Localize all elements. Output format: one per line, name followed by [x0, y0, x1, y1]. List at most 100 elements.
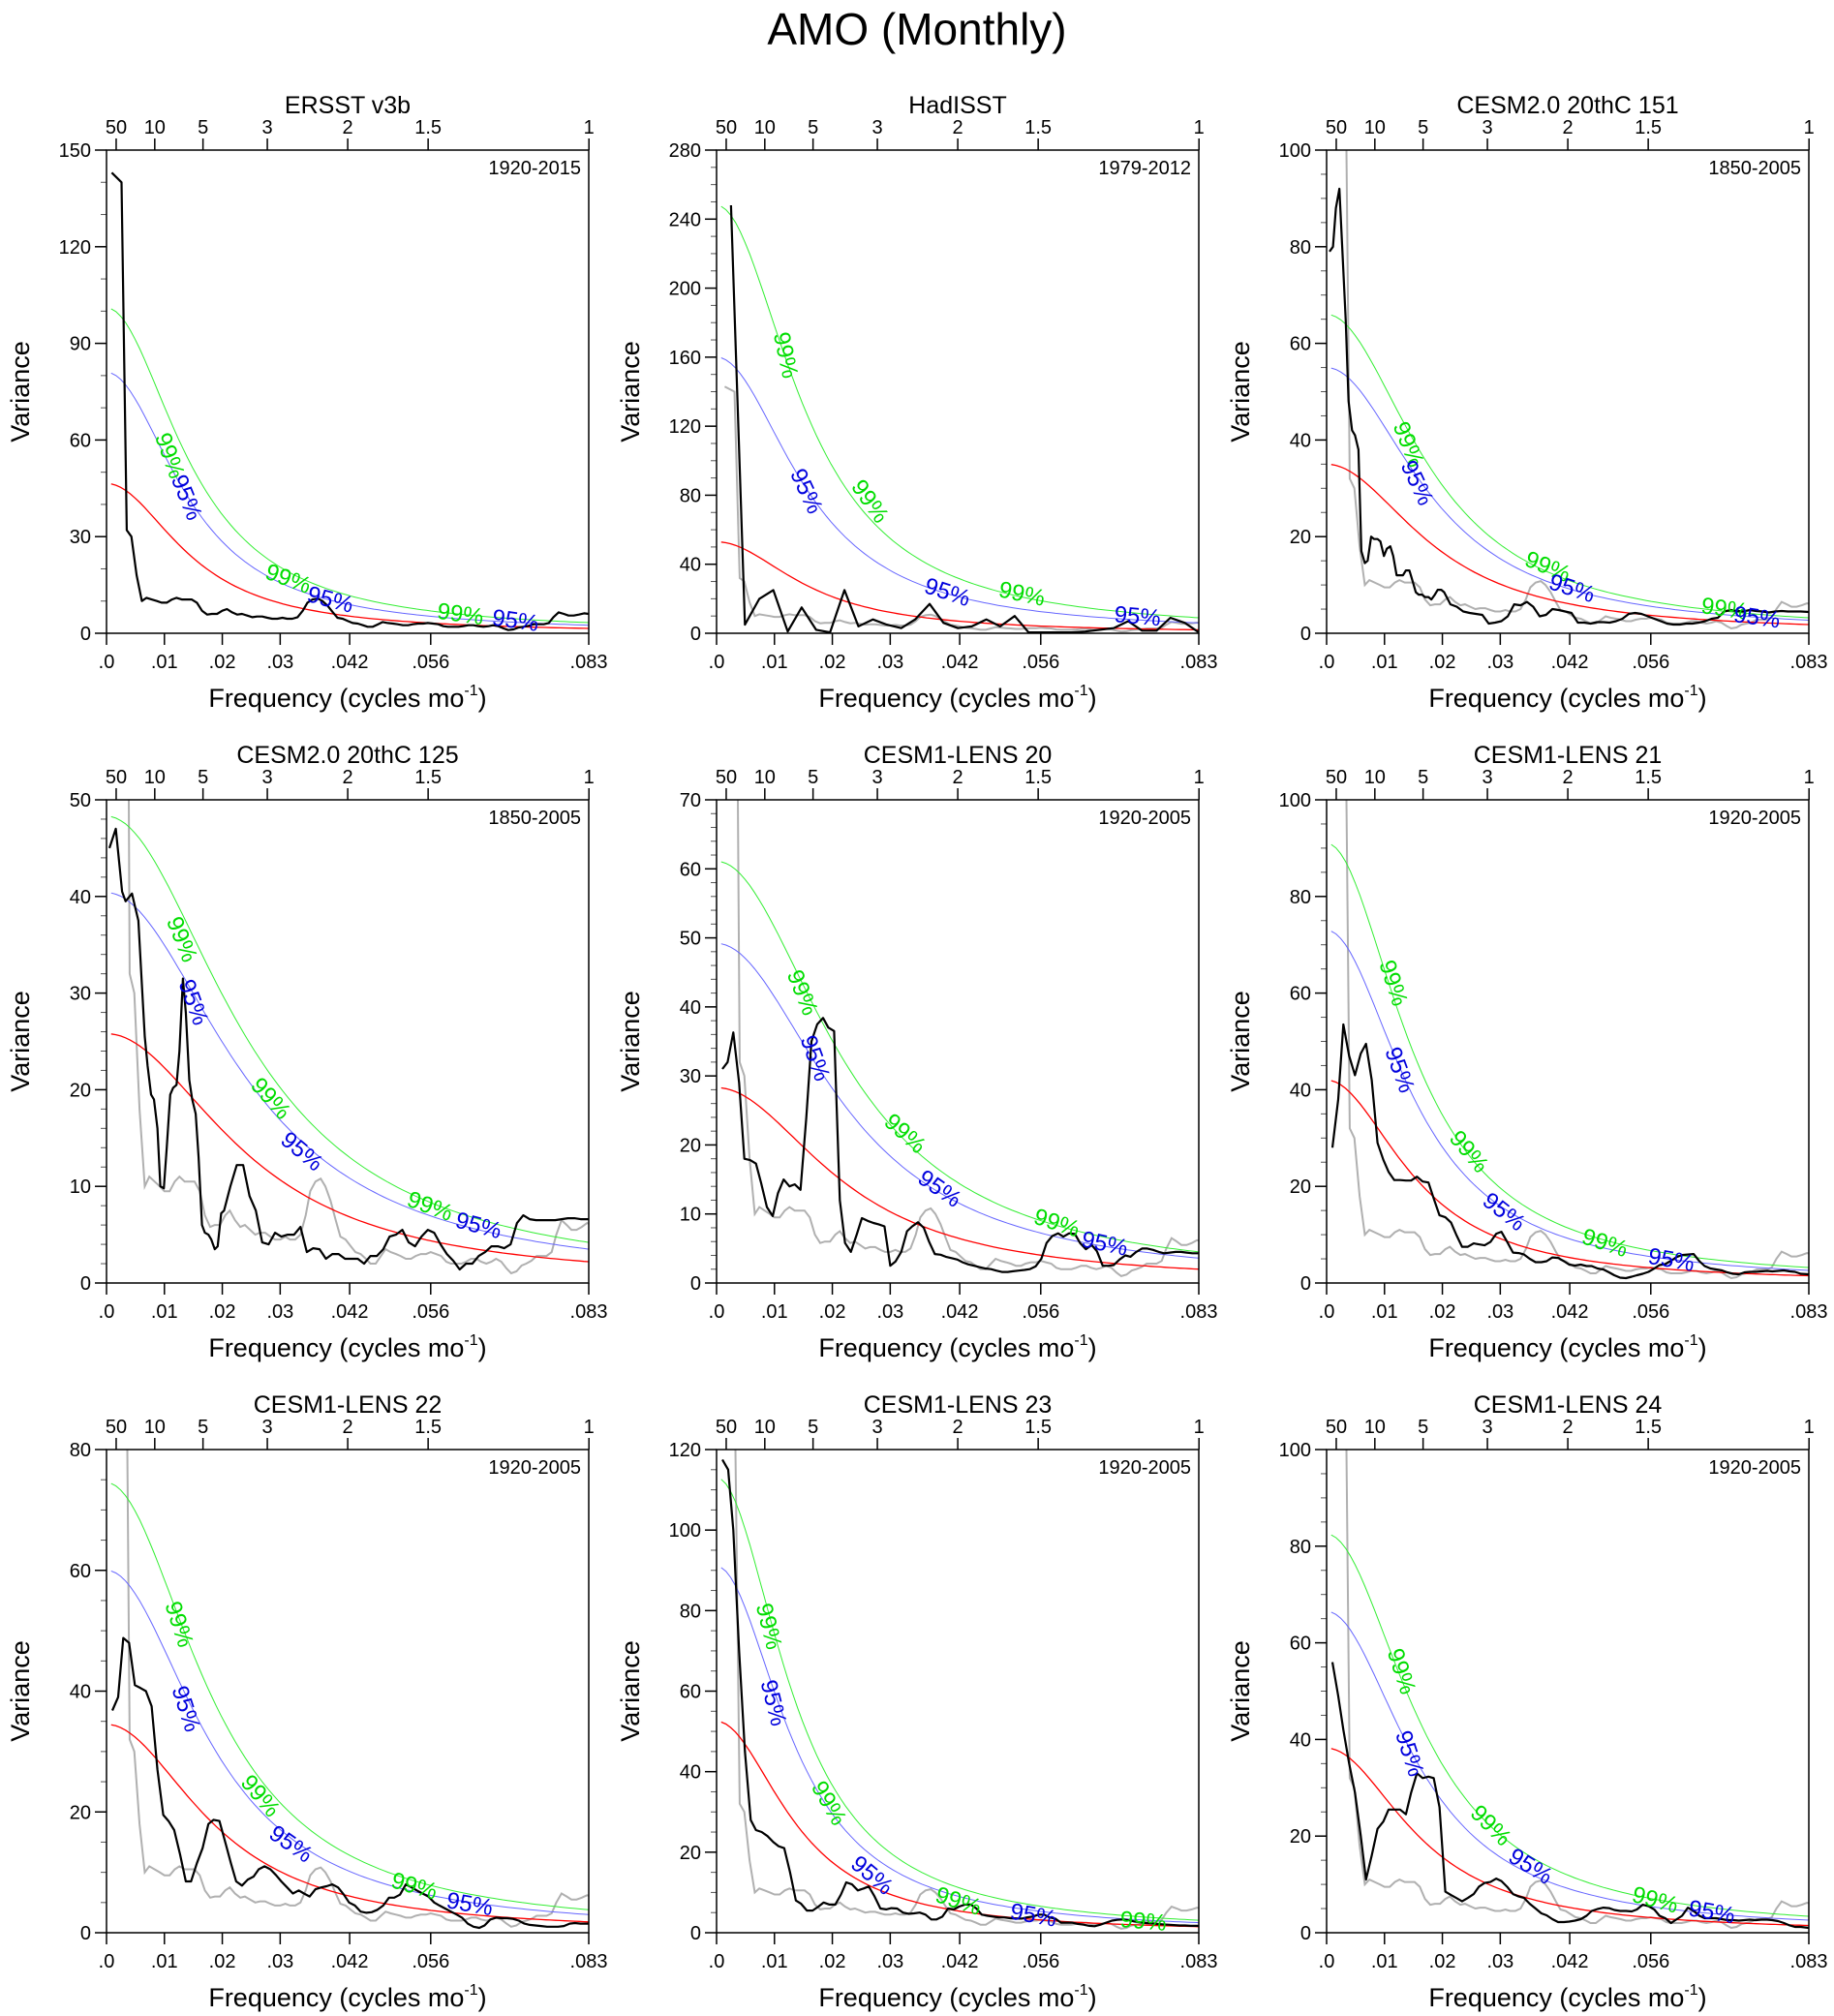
x-tick-label: .083 — [1180, 1301, 1218, 1323]
top-tick-label: 3 — [262, 767, 273, 788]
significance-label: 99% — [750, 1601, 787, 1652]
spectrum-line — [729, 204, 1199, 633]
top-tick-label: 10 — [144, 767, 166, 788]
significance-label: 99% — [879, 1109, 932, 1159]
significance-label: 99% — [1382, 1645, 1421, 1697]
x-tick-label: .083 — [1180, 652, 1218, 673]
x-tick-label: .01 — [1371, 652, 1398, 673]
top-tick-label: 5 — [198, 1417, 208, 1438]
x-axis-label: Frequency (cycles mo-1) — [818, 1332, 1096, 1362]
spectrum-line — [721, 1458, 1199, 1928]
top-tick-label: 50 — [1326, 117, 1347, 138]
significance-label: 99% — [404, 1186, 456, 1227]
significance-label: 99% — [436, 598, 485, 630]
y-tick-label: 80 — [680, 485, 701, 506]
top-tick-label: 1.5 — [1635, 1417, 1662, 1438]
y-tick-label: 80 — [1290, 237, 1311, 259]
x-tick-label: .056 — [1022, 1301, 1059, 1323]
significance-label: 95% — [921, 573, 973, 613]
y-tick-label: 20 — [680, 1843, 701, 1864]
x-tick-label: .056 — [1022, 1951, 1059, 1972]
top-tick-label: 1 — [1194, 767, 1205, 788]
reference-spectrum-line — [736, 800, 1199, 1277]
sig95-line — [720, 357, 1199, 624]
x-tick-label: .083 — [1790, 1301, 1828, 1323]
sig99-line — [720, 1479, 1199, 1921]
plot-frame — [106, 149, 590, 634]
y-tick-label: 120 — [669, 416, 701, 438]
plot-area: 99%95%99%95%99%95% — [110, 1450, 589, 1930]
significance-label: 95% — [173, 976, 214, 1028]
top-tick-label: 10 — [1364, 767, 1386, 788]
y-tick-label: 60 — [680, 1682, 701, 1703]
sig99-line — [1330, 1534, 1809, 1917]
figure-title: AMO (Monthly) — [767, 4, 1066, 54]
x-tick-label: .0 — [99, 1951, 115, 1972]
panel-title: CESM1-LENS 24 — [1474, 1391, 1663, 1419]
x-tick-label: .056 — [1632, 1951, 1669, 1972]
significance-label: 95% — [166, 472, 207, 525]
top-tick-label: 3 — [262, 1417, 273, 1438]
x-tick-label: .042 — [331, 1951, 369, 1972]
top-tick-label: 2 — [343, 767, 353, 788]
panel-title: CESM1-LENS 22 — [254, 1391, 443, 1419]
x-axis-label: Frequency (cycles mo-1) — [208, 1332, 486, 1362]
y-tick-label: 0 — [690, 1923, 701, 1944]
y-tick-label: 60 — [70, 430, 91, 451]
top-tick-label: 2 — [953, 117, 963, 138]
significance-label: 95% — [755, 1677, 792, 1728]
top-tick-label: 10 — [754, 767, 776, 788]
top-tick-label: 50 — [106, 1417, 127, 1438]
x-tick-label: .042 — [1551, 1951, 1589, 1972]
y-tick-label: 40 — [680, 555, 701, 576]
y-tick-label: 120 — [59, 237, 91, 259]
y-tick-label: 200 — [669, 279, 701, 300]
x-tick-label: .042 — [331, 1301, 369, 1323]
y-tick-label: 240 — [669, 209, 701, 230]
y-tick-label: 20 — [1290, 1176, 1311, 1198]
y-tick-label: 0 — [1300, 1273, 1311, 1295]
top-tick-label: 3 — [872, 767, 883, 788]
top-tick-label: 1.5 — [1635, 767, 1662, 788]
reference-spectrum-line — [1345, 1450, 1809, 1930]
spectrum-line — [1330, 1662, 1809, 1930]
top-tick-label: 1 — [1804, 767, 1815, 788]
top-tick-label: 2 — [953, 767, 963, 788]
plot-area: 99%95%99%95%99%95% — [720, 800, 1199, 1277]
plot-area: 99%95%99%95%99%95% — [107, 800, 589, 1275]
top-tick-label: 2 — [343, 1417, 353, 1438]
top-tick-label: 2 — [953, 1417, 963, 1438]
panel-title: CESM1-LENS 21 — [1474, 742, 1663, 769]
significance-label: 99% — [1444, 1125, 1494, 1177]
significance-label: 95% — [795, 1032, 836, 1084]
reference-spectrum-line — [1345, 800, 1809, 1280]
significance-label: 99% — [1030, 1204, 1083, 1243]
y-tick-label: 50 — [70, 790, 91, 811]
red-noise-line — [720, 1721, 1199, 1928]
red-noise-line — [720, 541, 1199, 631]
x-tick-label: .01 — [151, 652, 178, 673]
y-tick-label: 0 — [1300, 1923, 1311, 1944]
x-tick-label: .056 — [1632, 652, 1669, 673]
top-tick-label: 5 — [808, 767, 818, 788]
top-tick-label: 2 — [1563, 767, 1574, 788]
significance-label: 95% — [1379, 1044, 1420, 1096]
significance-label: 95% — [913, 1165, 966, 1213]
y-tick-label: 40 — [70, 1682, 91, 1703]
y-tick-label: 60 — [680, 859, 701, 880]
significance-label: 95% — [491, 604, 540, 636]
spectrum-line — [1330, 1023, 1809, 1280]
top-tick-label: 2 — [1563, 117, 1574, 138]
y-tick-label: 160 — [669, 348, 701, 369]
plot-frame — [106, 1449, 590, 1934]
top-tick-label: 3 — [1482, 767, 1493, 788]
y-axis-label: Variance — [6, 341, 35, 443]
significance-label: 99% — [806, 1777, 851, 1830]
sig95-line — [1330, 931, 1809, 1271]
sig95-line — [110, 892, 589, 1250]
y-tick-label: 80 — [1290, 887, 1311, 908]
x-tick-label: .0 — [709, 1301, 725, 1323]
x-tick-label: .02 — [819, 652, 846, 673]
top-tick-label: 1.5 — [1024, 1417, 1052, 1438]
